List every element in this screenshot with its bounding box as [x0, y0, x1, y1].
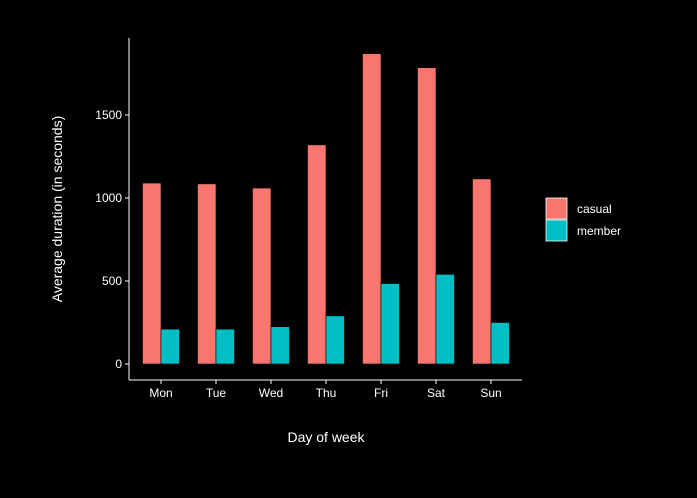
x-tick-label-fri: Fri — [374, 386, 388, 400]
x-tick-label-sun: Sun — [480, 386, 501, 400]
y-tick-label: 1500 — [95, 108, 122, 122]
legend-key-member — [545, 219, 568, 242]
y-tick-label: 0 — [115, 357, 122, 371]
legend: casual member — [545, 197, 621, 242]
bar-casual-fri — [362, 53, 382, 365]
bar-casual-thu — [307, 144, 327, 365]
bars-layer — [142, 53, 510, 365]
bar-casual-mon — [142, 182, 162, 365]
bar-casual-tue — [197, 183, 217, 365]
bar-member-thu — [325, 315, 345, 365]
x-tick-label-wed: Wed — [259, 386, 283, 400]
x-tick-label-mon: Mon — [149, 386, 172, 400]
x-tick-label-tue: Tue — [206, 386, 227, 400]
legend-label-member: member — [577, 224, 621, 238]
y-ticks-layer: 0 500 1000 1500 — [95, 108, 129, 371]
y-tick-label: 500 — [102, 274, 122, 288]
x-tick-label-sat: Sat — [427, 386, 446, 400]
x-tick-label-thu: Thu — [316, 386, 337, 400]
x-axis-title: Day of week — [287, 429, 365, 445]
bar-casual-sun — [472, 178, 492, 365]
bar-member-tue — [215, 328, 235, 365]
bar-casual-sat — [417, 67, 437, 365]
legend-key-casual — [545, 197, 568, 220]
bar-member-sun — [490, 322, 510, 365]
x-ticks-layer: Mon Tue Wed Thu Fri Sat Sun — [149, 380, 502, 400]
y-axis-title: Average duration (in seconds) — [49, 116, 65, 303]
y-tick-label: 1000 — [95, 191, 122, 205]
legend-label-casual: casual — [577, 202, 612, 216]
bar-member-fri — [380, 283, 400, 365]
bar-member-sat — [435, 274, 455, 365]
bar-member-wed — [270, 326, 290, 365]
bar-casual-wed — [252, 187, 272, 365]
bar-member-mon — [160, 328, 180, 365]
